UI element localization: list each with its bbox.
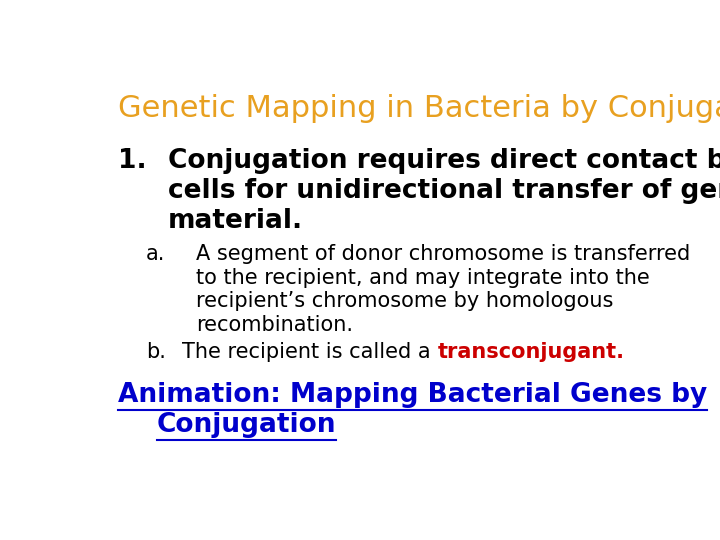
Text: recipient’s chromosome by homologous: recipient’s chromosome by homologous xyxy=(196,292,613,312)
Text: material.: material. xyxy=(168,208,303,234)
Text: 1.: 1. xyxy=(118,148,147,174)
Text: Animation: Mapping Bacterial Genes by: Animation: Mapping Bacterial Genes by xyxy=(118,382,707,408)
Text: transconjugant.: transconjugant. xyxy=(437,342,624,362)
Text: b.: b. xyxy=(145,342,166,362)
Text: a.: a. xyxy=(145,244,165,264)
Text: recombination.: recombination. xyxy=(196,315,353,335)
Text: to the recipient, and may integrate into the: to the recipient, and may integrate into… xyxy=(196,268,649,288)
Text: Conjugation: Conjugation xyxy=(157,413,336,438)
Text: A segment of donor chromosome is transferred: A segment of donor chromosome is transfe… xyxy=(196,244,690,264)
Text: The recipient is called a: The recipient is called a xyxy=(182,342,437,362)
Text: Conjugation requires direct contact between: Conjugation requires direct contact betw… xyxy=(168,148,720,174)
Text: Genetic Mapping in Bacteria by Conjugation: Genetic Mapping in Bacteria by Conjugati… xyxy=(118,94,720,123)
Text: cells for unidirectional transfer of genetic: cells for unidirectional transfer of gen… xyxy=(168,178,720,204)
